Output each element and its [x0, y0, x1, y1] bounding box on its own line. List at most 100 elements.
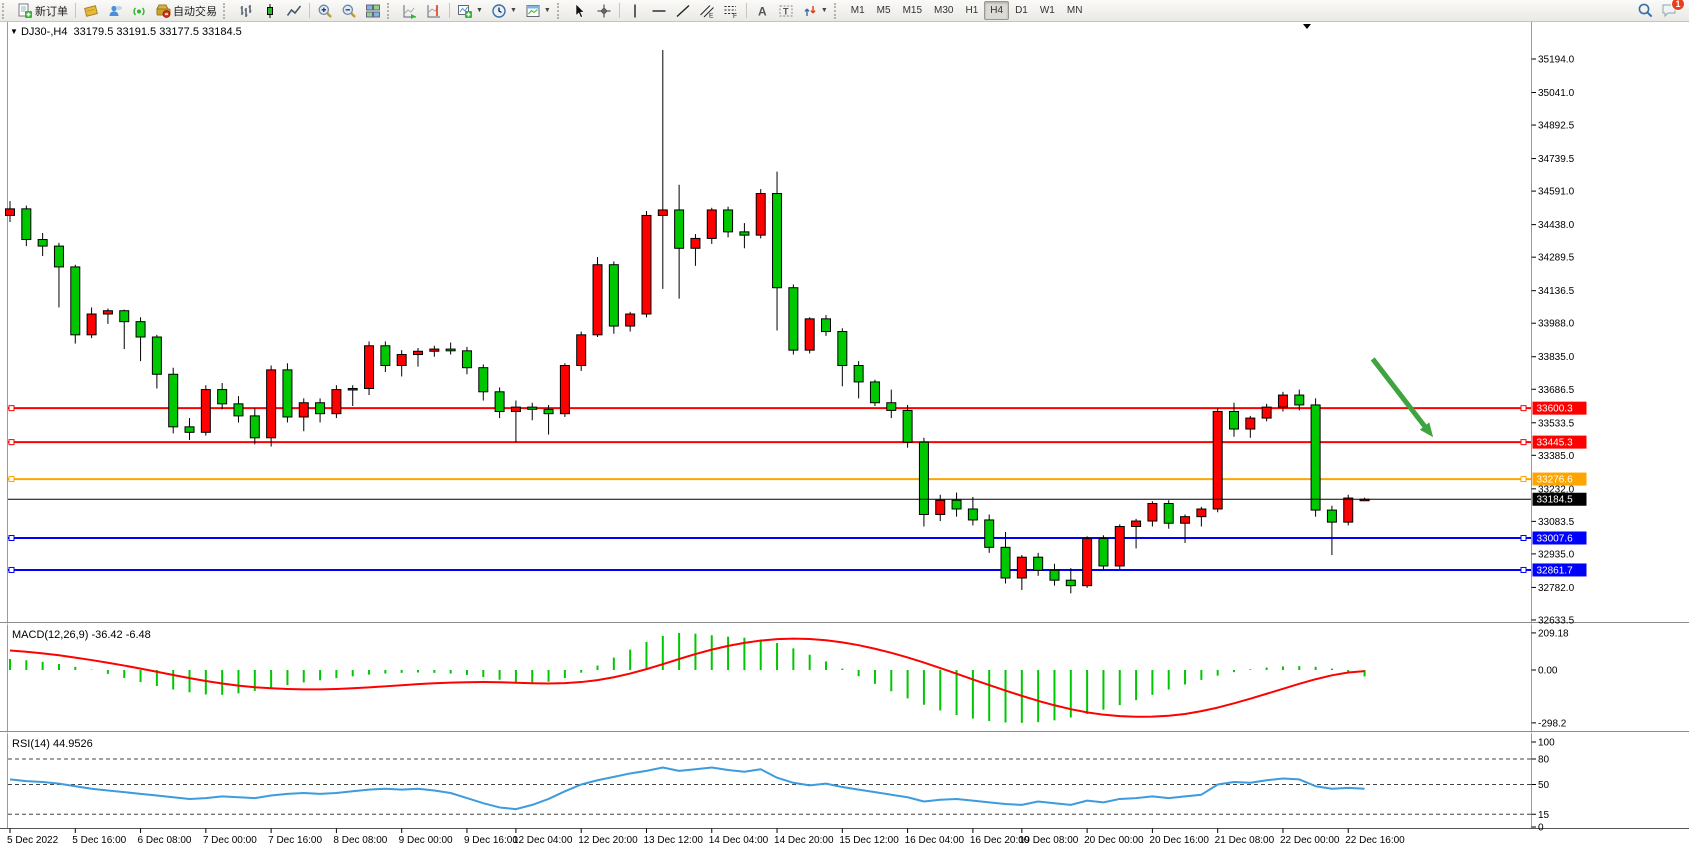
autotrade-button[interactable]: 自动交易	[151, 0, 221, 21]
hline-handle[interactable]	[8, 566, 15, 573]
candle-body	[657, 209, 668, 216]
timeframe-m1-button[interactable]: M1	[850, 5, 865, 16]
community-button[interactable]	[103, 0, 127, 21]
time-tick-label: 6 Dec 08:00	[138, 835, 192, 846]
price-tick-label: 33232.0	[1538, 484, 1575, 495]
fibonacci-icon: F	[723, 3, 739, 19]
chart-shift-button[interactable]	[422, 0, 446, 21]
periods-button[interactable]: ▼	[487, 0, 521, 21]
candle-body	[119, 310, 130, 323]
cursor-button[interactable]	[568, 0, 592, 21]
candle-body	[396, 354, 407, 366]
timeframe-m30-button[interactable]: M30	[934, 5, 954, 16]
svg-text:E: E	[709, 12, 714, 19]
hline-handle[interactable]	[1520, 476, 1527, 483]
label-icon: T	[778, 3, 794, 19]
price-axis[interactable]: 35194.0 35041.0 34892.5 34739.5 34591.0 34438…	[1531, 55, 1587, 627]
notification-badge: 1	[1671, 0, 1685, 11]
candle-body	[935, 499, 946, 515]
price-line-label-bg	[1532, 531, 1587, 545]
templates-button[interactable]: ▼	[521, 0, 555, 21]
candle-body	[233, 403, 244, 417]
timeframe-h1-button[interactable]: H1	[965, 5, 979, 16]
candle-body	[413, 350, 423, 356]
hline-handle[interactable]	[8, 476, 15, 483]
chart-window[interactable]: 35194.0 35041.0 34892.5 34739.5 34591.0 34438…	[0, 21, 1689, 859]
candle-body	[249, 415, 260, 439]
annotation-arrow[interactable]	[1370, 357, 1434, 438]
tile-windows-button[interactable]	[361, 0, 385, 21]
zoom-out-button[interactable]	[337, 0, 361, 21]
horizontal-lines[interactable]	[8, 405, 1531, 573]
candle-body	[674, 209, 685, 249]
arrows-button[interactable]: ▼	[798, 0, 832, 21]
hline-handle[interactable]	[8, 534, 15, 541]
community-icon	[107, 3, 123, 19]
bar-chart-icon	[238, 3, 254, 19]
time-tick-label: 13 Dec 12:00	[643, 835, 703, 846]
hline-handle[interactable]	[1520, 405, 1527, 412]
line-chart-button[interactable]	[282, 0, 306, 21]
text-label-button[interactable]: T	[774, 0, 798, 21]
candle-body	[478, 367, 489, 393]
vline-icon	[627, 3, 643, 19]
chart-title-bar[interactable]: ▼ DJ30-,H4 33179.5 33191.5 33177.5 33184…	[10, 26, 242, 38]
candle-body	[429, 348, 440, 352]
horizontal-line-button[interactable]	[647, 0, 671, 21]
macd-tick-label: 209.18	[1538, 628, 1569, 639]
crosshair-button[interactable]	[592, 0, 616, 21]
timeframe-d1-button[interactable]: D1	[1015, 5, 1028, 16]
macd-axis[interactable]: 209.18 0.00 -298.2	[1531, 628, 1570, 729]
candle-body	[821, 318, 831, 333]
hline-handle[interactable]	[1520, 534, 1527, 541]
rsi-panel	[8, 758, 1531, 815]
candle-body	[1016, 556, 1027, 579]
signals-button[interactable]	[127, 0, 151, 21]
arrow-head[interactable]	[1419, 422, 1434, 438]
candle-body	[1261, 406, 1272, 419]
candle-body	[184, 426, 195, 433]
hline-handle[interactable]	[1520, 439, 1527, 446]
candle-body	[445, 348, 456, 352]
time-axis[interactable]: 5 Dec 2022 5 Dec 16:00 6 Dec 08:00 7 Dec 00…	[7, 828, 1405, 847]
candle-body	[1277, 394, 1288, 408]
auto-scroll-icon	[402, 3, 418, 19]
vertical-line-button[interactable]	[623, 0, 647, 21]
time-tick-label: 20 Dec 16:00	[1149, 835, 1209, 846]
metaeditor-button[interactable]	[79, 0, 103, 21]
hline-handle[interactable]	[8, 439, 15, 446]
rsi-axis[interactable]: 100 80 50 15 0	[1531, 738, 1556, 834]
zoom-in-button[interactable]	[313, 0, 337, 21]
channel-icon: E	[699, 3, 715, 19]
new-order-button[interactable]: 新订单	[13, 0, 72, 21]
hline-handle[interactable]	[1520, 566, 1527, 573]
trendline-button[interactable]	[671, 0, 695, 21]
candle-body	[364, 345, 375, 389]
notifications-button[interactable]: 1	[1657, 0, 1685, 21]
text-button[interactable]: A	[750, 0, 774, 21]
equidistant-channel-button[interactable]: E	[695, 0, 719, 21]
timeframe-m15-button[interactable]: M15	[902, 5, 923, 16]
candlestick-button[interactable]	[258, 0, 282, 21]
timeframe-w1-button[interactable]: W1	[1039, 5, 1055, 16]
timeframe-h4-button[interactable]: H4	[984, 1, 1010, 20]
toolbar-button-label: 自动交易	[173, 5, 217, 18]
bar-chart-button[interactable]	[234, 0, 258, 21]
price-tick-label: 34136.5	[1538, 286, 1575, 297]
timeframe-mn-button[interactable]: MN	[1066, 5, 1083, 16]
price-line-label: 33600.3	[1537, 404, 1574, 415]
indicators-button[interactable]: ▼	[453, 0, 487, 21]
scroll-marker-icon[interactable]	[1303, 24, 1311, 29]
candle-body	[755, 193, 766, 236]
search-button[interactable]	[1633, 0, 1657, 21]
timeframe-m5-button[interactable]: M5	[876, 5, 891, 16]
chevron-down-icon: ▼	[543, 7, 551, 14]
fibonacci-button[interactable]: F	[719, 0, 743, 21]
chevron-down-icon: ▼	[820, 7, 828, 14]
auto-scroll-button[interactable]	[398, 0, 422, 21]
price-tick-label: 34892.5	[1538, 121, 1575, 132]
arrow-shaft[interactable]	[1370, 357, 1429, 431]
price-tick-label: 33686.5	[1538, 385, 1575, 396]
hline-handle[interactable]	[8, 405, 15, 412]
